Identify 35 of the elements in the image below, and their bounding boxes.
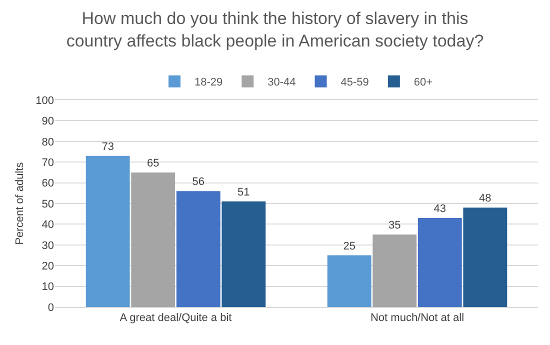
bar bbox=[463, 208, 508, 307]
y-tick-label: 80 bbox=[42, 136, 54, 148]
data-label: 43 bbox=[434, 202, 446, 215]
y-tick-label: 30 bbox=[42, 240, 54, 252]
chart-title: How much do you think the history of slavery in this country affects black people in American society today? bbox=[66, 9, 484, 50]
data-label: 73 bbox=[102, 140, 114, 153]
x-tick-label: Not much/Not at all bbox=[370, 312, 464, 324]
legend-label: 45-59 bbox=[340, 76, 369, 89]
bar bbox=[131, 172, 176, 307]
bar bbox=[222, 201, 266, 307]
y-axis-title: Percent of adults bbox=[14, 162, 26, 245]
bar bbox=[176, 191, 220, 307]
x-tick-label: A great deal/Quite a bit bbox=[120, 312, 232, 324]
y-tick-label: 100 bbox=[36, 94, 54, 107]
bar bbox=[327, 255, 372, 307]
bar bbox=[418, 218, 462, 307]
y-tick-label: 60 bbox=[42, 178, 54, 190]
data-label: 25 bbox=[343, 240, 356, 252]
y-tick-label: 70 bbox=[42, 156, 54, 169]
y-tick-label: 0 bbox=[48, 302, 54, 314]
data-label: 56 bbox=[192, 176, 205, 188]
data-label: 48 bbox=[479, 192, 492, 205]
legend-label: 60+ bbox=[414, 76, 433, 89]
bar bbox=[372, 234, 417, 307]
y-tick-label: 40 bbox=[42, 219, 54, 232]
y-tick-label: 10 bbox=[42, 281, 54, 294]
y-tick-label: 20 bbox=[42, 260, 54, 272]
y-tick-label: 90 bbox=[42, 116, 54, 128]
legend-label: 30-44 bbox=[268, 76, 296, 89]
data-label: 35 bbox=[388, 220, 401, 232]
y-tick-label: 50 bbox=[42, 198, 54, 210]
bar bbox=[86, 156, 130, 307]
legend-label: 18-29 bbox=[194, 76, 223, 89]
data-label: 51 bbox=[238, 186, 250, 198]
data-label: 65 bbox=[146, 157, 160, 170]
